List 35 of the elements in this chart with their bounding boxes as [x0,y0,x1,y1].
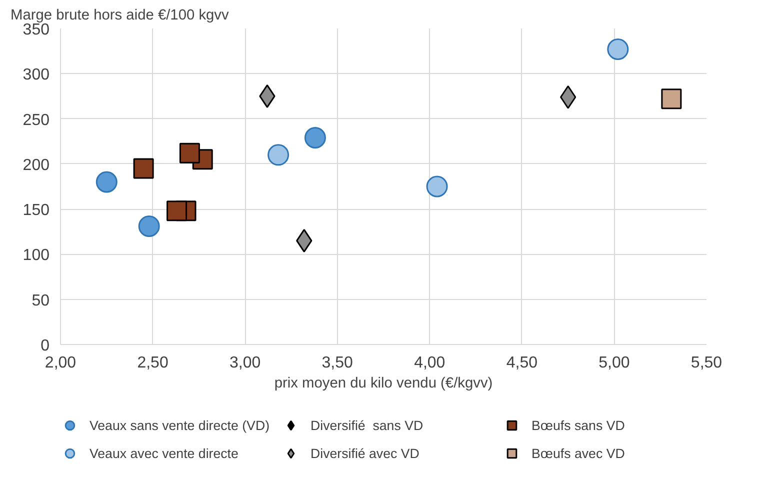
x-tick-label: 5,00 [598,354,630,372]
x-tick-label: 4,50 [506,354,538,372]
y-tick-label: 100 [22,247,50,264]
y-tick-label: 350 [22,22,50,38]
legend-label: Bœufs sans VD [532,418,626,432]
y-tick-label: 300 [22,66,50,84]
y-tick-label: 200 [22,156,50,174]
point [426,176,448,198]
y-tick-label: 0 [40,338,50,354]
x-axis-title: prix moyen du kilo vendu (€/kgvv) [274,376,493,392]
point [138,215,160,237]
x-tick-label: 3,00 [230,354,261,372]
point [96,171,118,193]
y-tick-label: 250 [22,112,50,129]
legend-label: Veaux sans vente directe (VD) [89,418,270,432]
y-tick-label: 150 [22,202,50,220]
point [166,200,188,222]
x-tick-label: 5,50 [690,354,722,372]
x-tick-label: 4,00 [414,354,446,372]
point [179,142,200,164]
point [268,144,290,166]
point [304,127,326,148]
point [560,85,576,109]
legend-label: Diversifié avec VD [310,446,420,460]
x-tick-label: 2,00 [44,354,76,372]
y-tick-label: 50 [32,292,50,310]
point [661,88,682,110]
legend-label: Veaux avec vente directe [89,446,240,460]
x-tick-label: 3,50 [322,354,354,372]
point [133,158,154,179]
legend-label: Diversifié sans VD [310,418,424,432]
x-tick-label: 2,50 [137,354,168,372]
legend-label: Bœufs avec VD [532,446,626,460]
point [607,38,629,60]
y-axis-title: Marge brute hors aide €/100 kgvv [10,8,230,24]
